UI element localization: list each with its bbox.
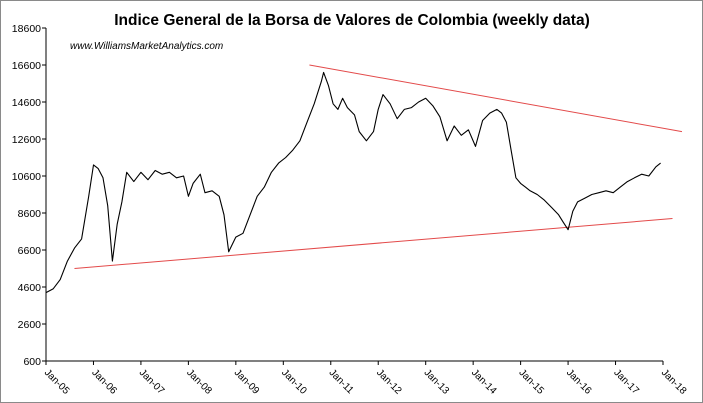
x-tick-label: Jan-16 (564, 367, 594, 397)
y-tick-label: 4600 (18, 282, 42, 294)
x-tick-label: Jan-13 (422, 367, 452, 397)
y-axis: 600 2600 4600 6600 8600 10600 12600 14600 16600 1… (12, 23, 47, 368)
x-axis: Jan-05 Jan-06 Jan-07 Jan-08 Jan-09 Jan-10 Jan-… (42, 360, 689, 397)
x-tick-label: Jan-06 (89, 367, 119, 397)
x-tick-label: Jan-11 (327, 367, 356, 396)
series-line (45, 71, 661, 294)
y-tick-label: 8600 (18, 208, 42, 220)
y-tick-label: 18600 (12, 23, 41, 35)
x-tick-label: Jan-15 (516, 367, 546, 397)
trendline (309, 64, 683, 133)
y-tick-label: 12600 (12, 134, 41, 146)
x-tick-label: Jan-07 (137, 367, 167, 397)
x-tick-label: Jan-18 (659, 367, 689, 397)
y-tick-label: 16600 (12, 60, 41, 72)
x-tick-label: Jan-10 (279, 367, 309, 397)
watermark-text: www.WilliamsMarketAnalytics.com (70, 41, 223, 52)
x-tick-label: Jan-05 (42, 367, 72, 397)
y-tick-label: 6600 (18, 245, 42, 257)
x-tick-label: Jan-17 (611, 367, 641, 397)
x-tick-label: Jan-14 (469, 367, 499, 397)
x-tick-label: Jan-12 (374, 367, 404, 397)
x-tick-label: Jan-09 (232, 367, 262, 397)
chart-title: Indice General de la Borsa de Valores de… (114, 12, 590, 29)
plot-area (45, 64, 683, 294)
y-tick-label: 10600 (12, 171, 41, 183)
x-tick-label: Jan-08 (184, 367, 214, 397)
y-tick-label: 600 (23, 356, 41, 368)
y-tick-label: 2600 (18, 319, 42, 331)
y-tick-label: 14600 (12, 97, 41, 109)
trendline (74, 218, 673, 269)
